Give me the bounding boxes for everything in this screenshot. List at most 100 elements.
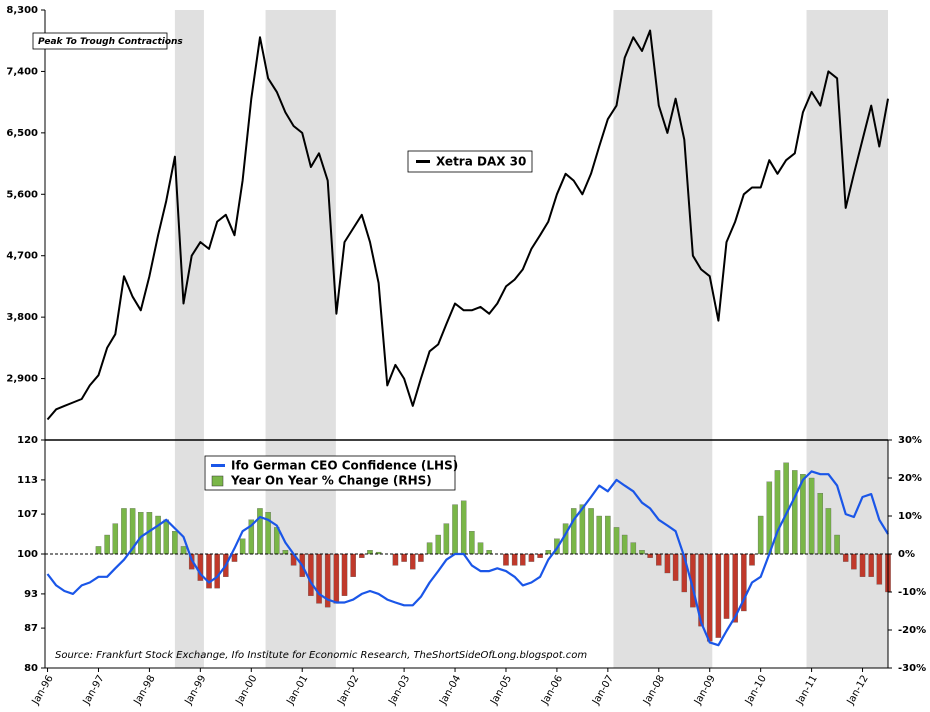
bar (257, 508, 263, 555)
bar (774, 470, 781, 555)
bar (570, 508, 577, 555)
bar (138, 512, 144, 555)
y2-tick-label: -30% (898, 663, 926, 674)
bar (672, 553, 679, 581)
bar (316, 553, 322, 604)
bar (155, 515, 161, 555)
bar (749, 553, 755, 566)
source-note: Source: Frankfurt Stock Exchange, Ifo In… (55, 650, 587, 661)
bar (121, 508, 127, 555)
x-tick-label: Jan-08 (641, 674, 667, 708)
y-tick-label: 7,400 (6, 66, 38, 77)
bar (239, 538, 246, 555)
bar (528, 553, 535, 562)
legend-label: Year On Year % Change (RHS) (230, 474, 432, 488)
bar (410, 553, 416, 570)
bar (613, 527, 620, 555)
bar (511, 553, 518, 566)
bar (214, 553, 220, 589)
bar (469, 531, 475, 555)
bar (656, 553, 662, 566)
bar (112, 523, 119, 555)
shaded-period (613, 10, 713, 668)
bar (180, 546, 187, 555)
x-tick-label: Jan-12 (845, 674, 871, 708)
bar (443, 523, 450, 555)
y-tick-label: 4,700 (6, 251, 38, 262)
y-tick-label: 2,900 (6, 374, 38, 385)
y-tick-label: 113 (17, 475, 38, 486)
bar (231, 553, 238, 562)
y-tick-label: 120 (17, 435, 38, 446)
bar (375, 551, 382, 555)
series-line (46, 29, 889, 421)
bar (537, 553, 543, 558)
bar (206, 553, 212, 589)
bar (265, 512, 271, 555)
bar (596, 515, 602, 555)
y-tick-label: 5,600 (6, 189, 38, 200)
x-tick-label: Jan-04 (437, 674, 463, 708)
bar (401, 553, 407, 562)
bar (859, 553, 866, 577)
bar (426, 542, 433, 555)
x-tick-label: Jan-10 (743, 674, 769, 708)
legend-frame (407, 150, 533, 173)
bar (639, 550, 645, 555)
legend-label: Xetra DAX 30 (436, 155, 526, 169)
bar (621, 534, 628, 555)
y-tick-label: 100 (17, 549, 38, 560)
bar (350, 553, 356, 577)
y2-tick-label: 20% (898, 473, 922, 484)
bar (792, 470, 798, 555)
x-tick-label: Jan-06 (539, 674, 565, 708)
bar (477, 542, 484, 555)
series-line (46, 470, 889, 647)
y-tick-label: 107 (17, 509, 38, 520)
mark-layer (45, 29, 891, 647)
x-tick-label: Jan-02 (335, 674, 361, 708)
x-tick-label: Jan-00 (234, 674, 260, 708)
bar (545, 550, 552, 555)
shaded-period (806, 10, 888, 668)
bar (715, 553, 722, 638)
bar (825, 508, 832, 555)
bar (341, 553, 348, 596)
bar (834, 534, 840, 555)
bar (95, 546, 102, 555)
y-tick-label: 80 (24, 663, 38, 674)
annotation: Peak To Trough Contractions (38, 37, 183, 47)
bar (842, 553, 849, 562)
x-tick-label: Jan-09 (692, 674, 718, 708)
legend-frame (204, 455, 456, 491)
x-tick-label: Jan-11 (794, 674, 820, 708)
y2-tick-label: 10% (898, 511, 922, 522)
legend-top: Xetra DAX 30 (407, 150, 533, 173)
y2-tick-label: -10% (898, 587, 926, 598)
bar (588, 508, 594, 555)
bar (367, 550, 373, 555)
bar (418, 553, 424, 562)
bar (520, 553, 526, 566)
bar (435, 534, 441, 555)
legend-label: Ifo German CEO Confidence (LHS) (231, 459, 458, 473)
bar (392, 553, 399, 566)
x-tick-label: Jan-07 (590, 674, 616, 708)
bar (808, 477, 815, 555)
x-tick-label: Jan-96 (30, 674, 56, 708)
x-tick-label: Jan-98 (132, 674, 158, 708)
bar (766, 481, 773, 555)
y-tick-label: 3,800 (6, 312, 38, 323)
bar (308, 553, 314, 596)
bar (486, 550, 492, 555)
bar (630, 542, 637, 555)
bar (503, 553, 509, 566)
bar (876, 553, 883, 585)
annotation-frame (32, 32, 168, 50)
bar (163, 519, 169, 555)
bar (723, 553, 730, 619)
x-tick-label: Jan-97 (81, 674, 107, 708)
x-tick-label: Jan-01 (285, 674, 311, 708)
bar (460, 500, 467, 555)
